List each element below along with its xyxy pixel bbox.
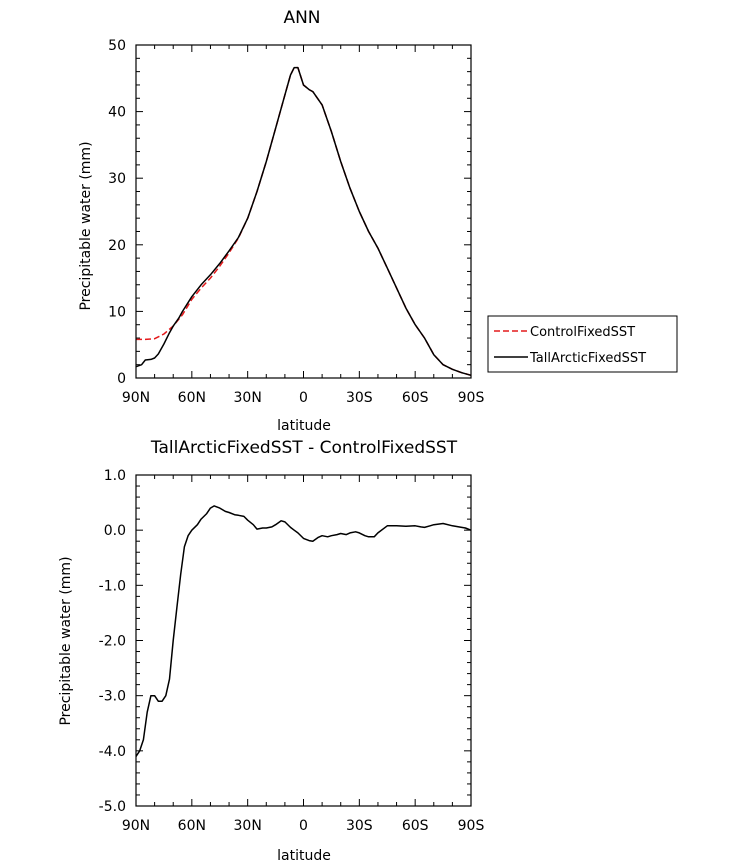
bottom-x-tick-label: 60S: [402, 818, 429, 834]
top-chart-xlabel: latitude: [277, 418, 331, 434]
bottom-y-tick-label: -1.0: [99, 578, 126, 594]
top-x-tick-label: 0: [299, 390, 308, 406]
top-chart-ylabel: Precipitable water (mm): [78, 141, 94, 310]
bottom-y-tick-label: 1.0: [104, 468, 126, 484]
bottom-x-tick-label: 0: [299, 818, 308, 834]
bottom-x-tick-label: 30N: [234, 818, 262, 834]
bottom-plot-frame: [135, 474, 472, 807]
bottom-x-tick-label: 60N: [178, 818, 206, 834]
top-plot-frame: [135, 44, 472, 379]
bottom-chart-ylabel: Precipitable water (mm): [58, 556, 74, 725]
top-chart-panel: ANN latitude Precipitable water (mm) Con…: [78, 8, 678, 434]
bottom-y-tick-label: -2.0: [99, 634, 126, 650]
top-x-tick-label: 90N: [122, 390, 150, 406]
bottom-x-tick-label: 30S: [346, 818, 373, 834]
bottom-y-tick-label: 0.0: [104, 523, 126, 539]
top-x-tick-label: 30S: [346, 390, 373, 406]
bottom-x-tick-label: 90S: [458, 818, 485, 834]
legend-box: [487, 315, 678, 373]
top-x-tick-label: 60S: [402, 390, 429, 406]
top-y-tick-label: 10: [108, 304, 126, 320]
top-x-tick-label: 30N: [234, 390, 262, 406]
top-x-tick-label: 60N: [178, 390, 206, 406]
bottom-chart-panel: TallArcticFixedSST - ControlFixedSST lat…: [58, 438, 484, 864]
top-y-tick-label: 50: [108, 38, 126, 54]
bottom-chart-xlabel: latitude: [277, 848, 331, 864]
top-series-line-0: [136, 66, 472, 377]
bottom-chart-title: TallArcticFixedSST - ControlFixedSST: [150, 438, 458, 458]
top-y-tick-label: 20: [108, 238, 126, 254]
legend-label-control: ControlFixedSST: [530, 325, 635, 340]
legend: ControlFixedSST TallArcticFixedSST: [487, 315, 678, 373]
bottom-y-tick-label: -5.0: [99, 799, 126, 815]
top-y-tick-label: 30: [108, 171, 126, 187]
top-y-tick-label: 40: [108, 105, 126, 121]
bottom-y-tick-label: -3.0: [99, 689, 126, 705]
top-x-tick-label: 90S: [458, 390, 485, 406]
bottom-series-line-0: [135, 505, 472, 757]
bottom-x-tick-label: 90N: [122, 818, 150, 834]
legend-label-tallarctic: TallArcticFixedSST: [529, 351, 646, 366]
top-y-tick-label: 0: [117, 371, 126, 387]
top-series-line-1: [135, 66, 472, 377]
bottom-y-tick-label: -4.0: [99, 744, 126, 760]
top-chart-title: ANN: [283, 8, 320, 28]
